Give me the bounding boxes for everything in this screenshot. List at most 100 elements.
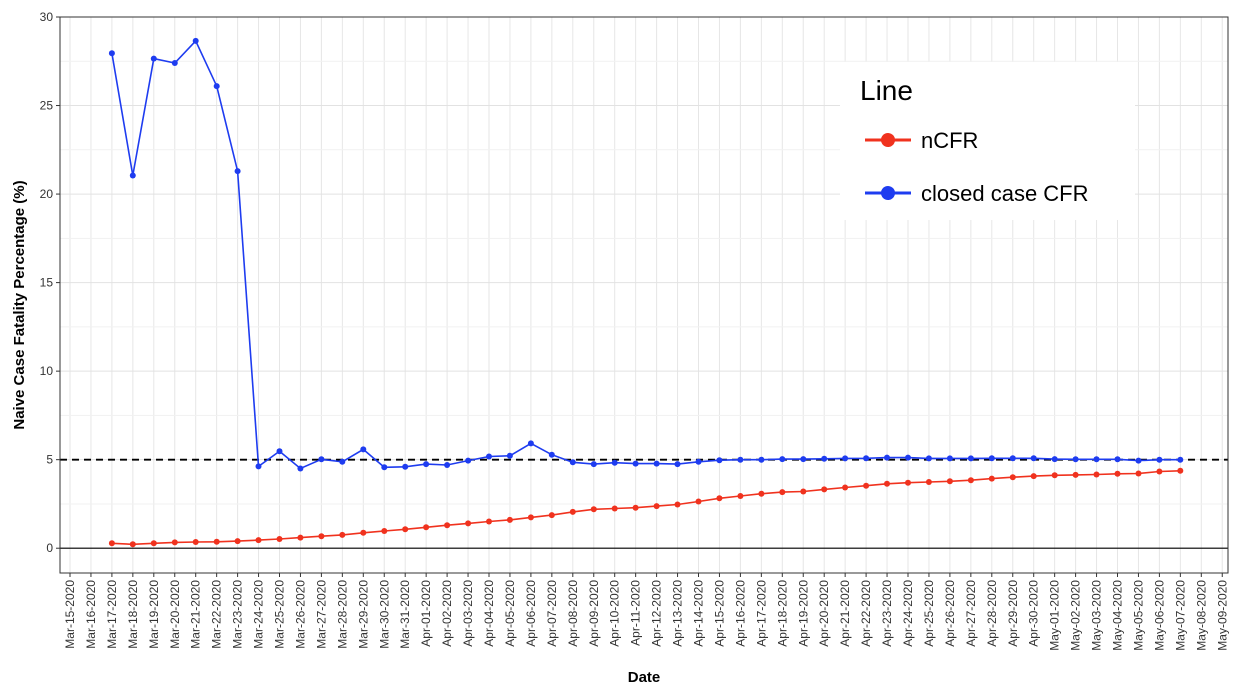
data-point-ncfr bbox=[737, 493, 744, 499]
legend-entry-label: nCFR bbox=[921, 128, 978, 153]
data-point-ncfr bbox=[1030, 473, 1037, 480]
data-point-closed-case-cfr bbox=[192, 37, 199, 44]
data-point-closed-case-cfr bbox=[884, 454, 890, 461]
x-tick-label: Apr-08-2020 bbox=[566, 580, 580, 647]
data-point-ncfr bbox=[1051, 472, 1058, 479]
data-point-closed-case-cfr bbox=[946, 455, 953, 462]
data-point-ncfr bbox=[632, 504, 639, 511]
x-tick-label: Apr-28-2020 bbox=[985, 580, 999, 647]
data-point-closed-case-cfr bbox=[611, 459, 618, 466]
x-tick-label: Apr-23-2020 bbox=[880, 580, 894, 647]
x-tick-label: Mar-24-2020 bbox=[252, 580, 266, 649]
x-tick-label: Apr-29-2020 bbox=[1006, 580, 1020, 647]
y-tick-label: 20 bbox=[40, 187, 54, 201]
data-point-ncfr bbox=[800, 488, 807, 495]
y-tick-label: 25 bbox=[40, 99, 54, 113]
data-point-ncfr bbox=[1093, 471, 1100, 478]
x-tick-label: Mar-30-2020 bbox=[377, 580, 391, 649]
data-point-ncfr bbox=[1114, 470, 1121, 477]
data-point-ncfr bbox=[381, 528, 388, 534]
x-tick-label: May-01-2020 bbox=[1048, 580, 1062, 651]
y-tick-label: 0 bbox=[46, 541, 53, 555]
x-tick-label: Apr-12-2020 bbox=[650, 580, 664, 647]
data-point-ncfr bbox=[611, 505, 618, 512]
data-point-ncfr bbox=[590, 506, 597, 513]
legend-swatch-dot bbox=[881, 133, 895, 147]
data-point-closed-case-cfr bbox=[486, 453, 492, 460]
x-tick-label: May-06-2020 bbox=[1152, 580, 1166, 651]
x-tick-label: May-04-2020 bbox=[1111, 580, 1125, 651]
x-tick-label: Apr-19-2020 bbox=[796, 580, 810, 647]
x-tick-label: Apr-03-2020 bbox=[461, 580, 475, 647]
x-tick-label: Apr-30-2020 bbox=[1027, 580, 1041, 647]
x-tick-label: Apr-13-2020 bbox=[671, 580, 685, 647]
x-tick-label: Mar-22-2020 bbox=[210, 580, 224, 649]
data-point-ncfr bbox=[1135, 470, 1142, 477]
data-point-closed-case-cfr bbox=[653, 460, 660, 467]
data-point-closed-case-cfr bbox=[423, 461, 430, 468]
data-point-ncfr bbox=[695, 498, 702, 505]
x-axis: Mar-15-2020 Mar-16-2020 Mar-17-2020 Mar-18-… bbox=[63, 573, 1229, 651]
data-point-closed-case-cfr bbox=[779, 456, 786, 463]
data-point-ncfr bbox=[905, 479, 911, 486]
series-layer bbox=[108, 37, 1184, 548]
x-tick-label: Apr-20-2020 bbox=[817, 580, 831, 647]
legend-swatch-dot bbox=[881, 186, 895, 200]
x-tick-label: Apr-11-2020 bbox=[629, 580, 643, 646]
x-tick-label: Mar-25-2020 bbox=[273, 580, 287, 649]
data-point-ncfr bbox=[444, 522, 451, 529]
x-tick-label: Mar-18-2020 bbox=[126, 580, 140, 649]
data-point-closed-case-cfr bbox=[674, 461, 681, 468]
data-point-closed-case-cfr bbox=[1093, 456, 1100, 463]
data-point-ncfr bbox=[653, 503, 660, 510]
x-tick-label: May-02-2020 bbox=[1069, 580, 1083, 651]
data-point-closed-case-cfr bbox=[1135, 457, 1142, 464]
data-point-ncfr bbox=[527, 514, 534, 521]
data-point-closed-case-cfr bbox=[234, 168, 241, 175]
y-tick-label: 15 bbox=[40, 276, 54, 290]
data-point-ncfr bbox=[842, 484, 849, 491]
legend: Line nCFR closed case CFR bbox=[840, 62, 1135, 220]
data-point-ncfr bbox=[779, 489, 786, 496]
data-point-ncfr bbox=[967, 477, 974, 484]
x-tick-label: Mar-21-2020 bbox=[189, 580, 203, 649]
x-tick-label: Mar-17-2020 bbox=[105, 580, 119, 649]
data-point-ncfr bbox=[716, 495, 723, 502]
x-tick-label: Apr-04-2020 bbox=[482, 580, 496, 647]
data-point-closed-case-cfr bbox=[842, 455, 849, 462]
data-point-ncfr bbox=[548, 512, 555, 519]
x-tick-label: Apr-05-2020 bbox=[503, 580, 517, 647]
x-tick-label: Mar-27-2020 bbox=[314, 580, 328, 649]
x-tick-label: Mar-19-2020 bbox=[147, 580, 161, 649]
x-tick-label: Mar-29-2020 bbox=[356, 580, 370, 649]
y-tick-label: 30 bbox=[40, 10, 54, 24]
legend-entries: nCFR closed case CFR bbox=[865, 128, 1089, 206]
x-tick-label: Mar-23-2020 bbox=[231, 580, 245, 649]
data-point-ncfr bbox=[486, 518, 492, 525]
legend-entry-label: closed case CFR bbox=[921, 181, 1089, 206]
x-tick-label: May-08-2020 bbox=[1194, 580, 1208, 651]
data-point-closed-case-cfr bbox=[1030, 455, 1037, 462]
data-point-closed-case-cfr bbox=[569, 459, 576, 466]
x-tick-label: Apr-15-2020 bbox=[712, 580, 726, 647]
x-tick-label: Mar-26-2020 bbox=[293, 580, 307, 649]
series-line-ncfr bbox=[111, 470, 1181, 546]
data-point-closed-case-cfr bbox=[108, 50, 115, 57]
data-point-closed-case-cfr bbox=[1177, 456, 1184, 463]
data-point-closed-case-cfr bbox=[1156, 456, 1163, 463]
y-axis-title: Naive Case Fatality Percentage (%) bbox=[11, 180, 28, 429]
x-tick-label: Mar-20-2020 bbox=[168, 580, 182, 649]
data-point-closed-case-cfr bbox=[444, 462, 451, 468]
x-tick-label: Apr-24-2020 bbox=[901, 580, 915, 647]
x-tick-label: Apr-21-2020 bbox=[838, 580, 852, 647]
x-tick-label: Apr-27-2020 bbox=[964, 580, 978, 647]
data-point-closed-case-cfr bbox=[171, 60, 178, 66]
data-point-closed-case-cfr bbox=[863, 455, 870, 462]
data-point-ncfr bbox=[758, 490, 765, 497]
data-point-ncfr bbox=[884, 480, 890, 487]
data-point-ncfr bbox=[402, 526, 409, 533]
data-point-closed-case-cfr bbox=[925, 455, 932, 462]
data-point-ncfr bbox=[569, 508, 576, 515]
x-tick-label: Mar-15-2020 bbox=[63, 580, 77, 649]
